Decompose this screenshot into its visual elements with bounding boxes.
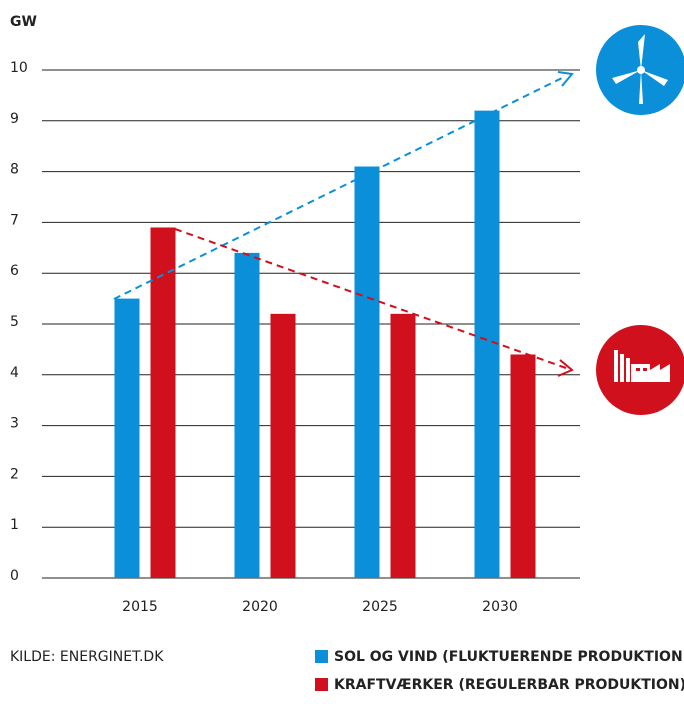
legend-swatch — [315, 678, 328, 691]
x-tick-label: 2020 — [242, 599, 278, 615]
wind-icon — [596, 25, 684, 115]
legend-label: KRAFTVÆRKER (REGULERBAR PRODUKTION) — [334, 677, 684, 693]
source-note: KILDE: ENERGINET.DK — [10, 649, 164, 665]
y-tick-label: 0 — [10, 568, 19, 584]
y-tick-label: 3 — [10, 416, 19, 432]
bar — [510, 354, 536, 578]
bar — [150, 227, 176, 579]
y-tick-label: 4 — [10, 365, 19, 381]
bar — [270, 313, 296, 578]
trend-arrow — [174, 228, 567, 369]
arrow-head — [557, 359, 574, 377]
y-tick-label: 6 — [10, 263, 19, 279]
x-tick-label: 2025 — [362, 599, 398, 615]
y-tick-label: 7 — [10, 212, 19, 228]
plot-area: 0 1 2 3 4 5 6 7 8 9 10 2015 2020 2025 2030 — [10, 60, 580, 615]
bar — [114, 298, 140, 578]
x-tick-label: 2015 — [122, 599, 158, 615]
y-tick-label: 9 — [10, 111, 19, 127]
y-tick-label: 5 — [10, 314, 19, 330]
y-tick-label: 2 — [10, 466, 19, 482]
legend-label: SOL OG VIND (FLUKTUERENDE PRODUKTION) — [334, 649, 684, 665]
bar — [474, 110, 500, 578]
bar — [390, 313, 416, 578]
y-axis-label: GW — [10, 14, 37, 30]
arrow-head — [557, 71, 574, 87]
legend-swatch — [315, 650, 328, 663]
x-tick-label: 2030 — [482, 599, 518, 615]
factory-icon — [596, 325, 684, 415]
trend-arrow — [113, 75, 567, 300]
y-tick-label: 10 — [10, 60, 28, 76]
bar — [234, 252, 260, 578]
bar — [354, 166, 380, 578]
y-tick-label: 8 — [10, 162, 19, 178]
y-tick-label: 1 — [10, 517, 19, 533]
